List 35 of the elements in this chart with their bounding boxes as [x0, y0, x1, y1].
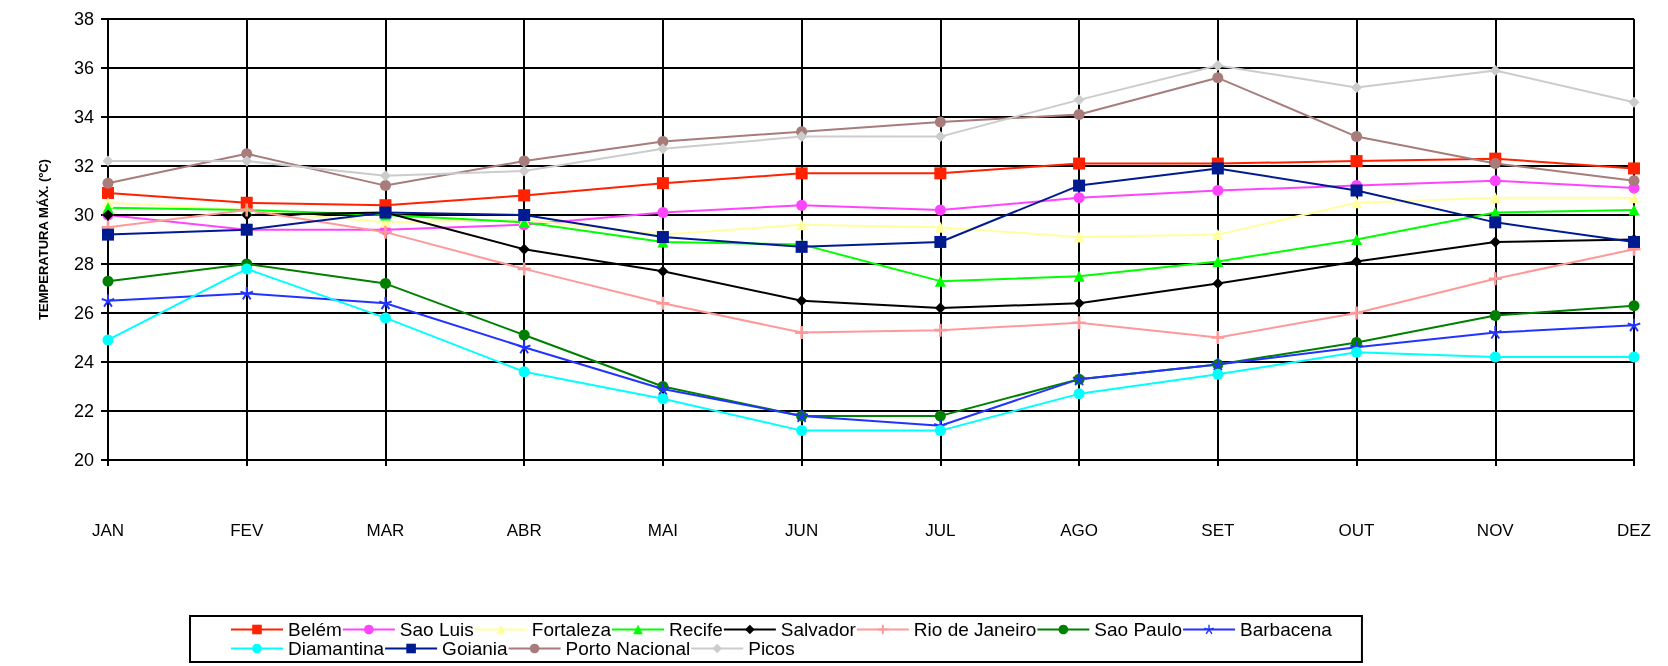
- x-tick-label: SET: [1201, 521, 1235, 540]
- x-tick-label: ABR: [506, 521, 542, 540]
- y-tick-label: 30: [73, 205, 94, 225]
- legend-label: Barbacena: [1240, 619, 1333, 640]
- y-tick-label: 28: [73, 254, 94, 274]
- y-tick-label: 20: [73, 450, 94, 470]
- legend-label: Picos: [748, 638, 795, 659]
- x-tick-label: DEZ: [1617, 521, 1651, 540]
- y-tick-label: 36: [73, 58, 94, 78]
- legend-label: Goiania: [442, 638, 509, 659]
- legend-label: Belém: [288, 619, 342, 640]
- y-tick-label: 22: [73, 401, 94, 421]
- x-tick-label: JUN: [785, 521, 819, 540]
- x-tick-label: NOV: [1476, 521, 1515, 540]
- y-tick-label: 34: [73, 107, 94, 127]
- legend-label: Fortaleza: [531, 619, 612, 640]
- legend-label: Rio de Janeiro: [913, 619, 1037, 640]
- y-tick-label: 26: [73, 303, 94, 323]
- x-tick-label: MAR: [366, 521, 405, 540]
- legend-label: Sao Luis: [399, 619, 474, 640]
- y-tick-label: 24: [73, 352, 94, 372]
- x-tick-label: AGO: [1060, 521, 1098, 540]
- y-tick-label: 32: [73, 156, 94, 176]
- legend-label: Sao Paulo: [1094, 619, 1183, 640]
- legend-label: Porto Nacional: [565, 638, 691, 659]
- legend-label: Salvador: [780, 619, 857, 640]
- x-tick-label: MAI: [647, 521, 679, 540]
- x-tick-label: OUT: [1338, 521, 1375, 540]
- y-tick-label: 38: [73, 9, 94, 29]
- x-tick-label: FEV: [230, 521, 264, 540]
- legend-label: Diamantina: [288, 638, 385, 659]
- legend-label: Recife: [669, 619, 723, 640]
- y-axis-title: TEMPERATURA MÁX. (ºC): [36, 159, 51, 320]
- x-tick-label: JUL: [925, 521, 956, 540]
- x-tick-label: JAN: [91, 521, 125, 540]
